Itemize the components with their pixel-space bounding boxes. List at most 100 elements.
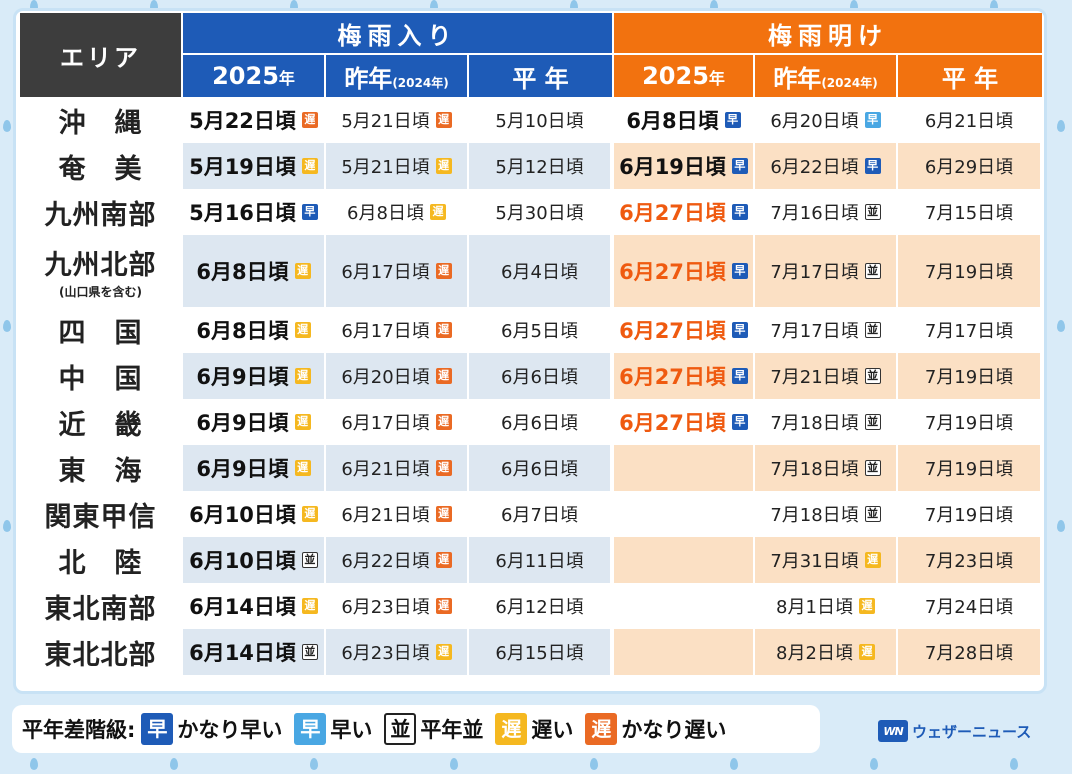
table-row: 東北南部 6月14日頃遅 6月23日頃遅 6月12日頃 8月1日頃遅 7月24日頃 — [20, 583, 1043, 629]
tsuyu-ake-normal-date: 7月17日頃 — [924, 321, 1014, 342]
area-label: 奄 美 — [58, 153, 143, 185]
legend-badge-icon: 並 — [384, 713, 417, 745]
tsuyu-iri-last-year-cell: 6月17日頃遅 — [326, 307, 469, 353]
tsuyu-ake-normal-cell: 7月28日頃 — [898, 629, 1043, 675]
tsuyu-iri-2025-cell: 6月9日頃遅 — [183, 353, 326, 399]
tsuyu-iri-normal-date: 6月6日頃 — [501, 367, 578, 388]
tsuyu-iri-last-year-cell: 6月8日頃遅 — [326, 189, 469, 235]
deviation-badge-icon: 遅 — [435, 598, 452, 614]
area-name: 東北南部 — [20, 583, 183, 629]
tsuyu-ake-last-year-date: 6月20日頃 — [770, 111, 859, 132]
tsuyu-ake-normal-date: 7月19日頃 — [924, 367, 1014, 388]
table-row: 東 海 6月9日頃遅 6月21日頃遅 6月6日頃 7月18日頃並 7月19日頃 — [20, 445, 1043, 491]
tsuyu-iri-normal-cell: 6月11日頃 — [469, 537, 612, 583]
tsuyu-ake-normal-cell: 7月19日頃 — [898, 353, 1043, 399]
area-label: 関東甲信 — [44, 501, 157, 533]
deviation-badge-icon: 遅 — [435, 414, 452, 430]
tsuyu-iri-last-year-date: 6月17日頃 — [341, 321, 430, 342]
tsuyu-iri-normal-date: 6月11日頃 — [495, 551, 584, 572]
area-label: 東北北部 — [44, 639, 157, 671]
tsuyu-iri-last-year-date: 6月17日頃 — [341, 413, 430, 434]
tsuyu-ake-2025-cell — [612, 537, 755, 583]
tsuyu-iri-normal-cell: 6月4日頃 — [469, 235, 612, 307]
tsuyu-iri-last-year-cell: 5月21日頃遅 — [326, 143, 469, 189]
tsuyu-ake-last-year-date: 6月22日頃 — [770, 157, 859, 178]
tsuyu-ake-normal-date: 7月19日頃 — [924, 459, 1014, 480]
tsuyu-ake-2025-cell: 6月27日頃早 — [612, 353, 755, 399]
deviation-badge-icon: 早 — [724, 112, 741, 128]
tsuyu-ake-normal-date: 7月23日頃 — [924, 551, 1014, 572]
deviation-badge-icon: 遅 — [435, 368, 452, 384]
legend-label: 平年並 — [420, 718, 484, 742]
deviation-badge-icon: 早 — [864, 112, 881, 128]
legend-item: 並平年並 — [384, 713, 483, 745]
tsuyu-iri-last-year-date: 6月23日頃 — [341, 643, 430, 664]
area-name: 関東甲信 — [20, 491, 183, 537]
header-in-2025: 2025年 — [183, 55, 326, 97]
deviation-badge-icon: 遅 — [435, 460, 452, 476]
tsuyu-iri-2025-date: 6月9日頃 — [196, 411, 289, 435]
tsuyu-ake-2025-cell — [612, 445, 755, 491]
tsuyu-ake-2025-date: 6月27日頃 — [619, 319, 726, 343]
table-row: 四 国 6月8日頃遅 6月17日頃遅 6月5日頃 6月27日頃早 7月17日頃並 7月17日… — [20, 307, 1043, 353]
legend-title: 平年差階級: — [22, 718, 136, 742]
tsuyu-iri-last-year-cell: 6月23日頃遅 — [326, 583, 469, 629]
tsuyu-iri-2025-date: 5月22日頃 — [189, 109, 296, 133]
header-out-normal: 平 年 — [898, 55, 1043, 97]
legend-label: 遅い — [531, 718, 574, 742]
area-label: 東 海 — [58, 455, 143, 487]
tsuyu-table: エリア 梅雨入り 梅雨明け 2025年 昨年(2024年) 平 年 2025年 … — [20, 13, 1043, 675]
tsuyu-ake-last-year-date: 7月31日頃 — [770, 551, 859, 572]
tsuyu-ake-2025-date: 6月27日頃 — [619, 411, 726, 435]
tsuyu-iri-last-year-date: 5月21日頃 — [341, 157, 430, 178]
header-out-last: 昨年(2024年) — [755, 55, 898, 97]
deviation-badge-icon: 並 — [864, 414, 881, 430]
area-name: 近 畿 — [20, 399, 183, 445]
tsuyu-ake-last-year-date: 7月17日頃 — [770, 321, 859, 342]
legend-label: 早い — [330, 718, 373, 742]
deviation-badge-icon: 並 — [864, 368, 881, 384]
deviation-badge-icon: 遅 — [435, 158, 452, 174]
tsuyu-ake-normal-date: 7月28日頃 — [924, 643, 1014, 664]
tsuyu-iri-last-year-date: 6月21日頃 — [341, 505, 430, 526]
deviation-badge-icon: 遅 — [435, 644, 452, 660]
tsuyu-ake-2025-cell — [612, 491, 755, 537]
tsuyu-iri-normal-cell: 6月7日頃 — [469, 491, 612, 537]
legend-badge-icon: 早 — [294, 713, 327, 745]
deviation-badge-icon: 遅 — [435, 506, 452, 522]
area-name: 東北北部 — [20, 629, 183, 675]
table-row: 北 陸 6月10日頃並 6月22日頃遅 6月11日頃 7月31日頃遅 7月23日頃 — [20, 537, 1043, 583]
area-name: 四 国 — [20, 307, 183, 353]
area-label: 九州南部 — [44, 199, 157, 231]
legend-badge-icon: 遅 — [495, 713, 528, 745]
deviation-badge-icon: 遅 — [858, 598, 875, 614]
deviation-badge-icon: 遅 — [301, 158, 318, 174]
deviation-badge-icon: 早 — [731, 368, 748, 384]
tsuyu-ake-last-year-cell: 6月22日頃早 — [755, 143, 898, 189]
deviation-badge-icon: 遅 — [301, 112, 318, 128]
tsuyu-ake-2025-date: 6月27日頃 — [619, 201, 726, 225]
header-in-normal: 平 年 — [469, 55, 612, 97]
area-label: 近 畿 — [58, 409, 143, 441]
tsuyu-ake-normal-cell: 7月19日頃 — [898, 235, 1043, 307]
table-row: 九州南部 5月16日頃早 6月8日頃遅 5月30日頃 6月27日頃早 7月16日頃並 7月1… — [20, 189, 1043, 235]
tsuyu-ake-normal-cell: 6月21日頃 — [898, 97, 1043, 143]
tsuyu-ake-last-year-cell: 7月16日頃並 — [755, 189, 898, 235]
tsuyu-ake-last-year-date: 7月18日頃 — [770, 413, 859, 434]
tsuyu-iri-2025-date: 6月9日頃 — [196, 365, 289, 389]
tsuyu-iri-normal-cell: 6月15日頃 — [469, 629, 612, 675]
tsuyu-iri-last-year-cell: 6月21日頃遅 — [326, 445, 469, 491]
tsuyu-ake-normal-cell: 7月19日頃 — [898, 399, 1043, 445]
tsuyu-ake-last-year-date: 7月18日頃 — [770, 505, 859, 526]
tsuyu-iri-2025-date: 5月16日頃 — [189, 201, 296, 225]
tsuyu-iri-2025-date: 6月9日頃 — [196, 457, 289, 481]
tsuyu-ake-last-year-cell: 7月18日頃並 — [755, 399, 898, 445]
tsuyu-iri-last-year-cell: 6月22日頃遅 — [326, 537, 469, 583]
legend: 平年差階級: 早かなり早い早早い並平年並遅遅い遅かなり遅い — [12, 705, 820, 753]
area-name: 九州北部 (山口県を含む) — [20, 235, 183, 307]
deviation-badge-icon: 遅 — [294, 263, 311, 279]
tsuyu-ake-2025-cell: 6月27日頃早 — [612, 235, 755, 307]
tsuyu-ake-normal-date: 7月19日頃 — [924, 262, 1014, 283]
area-name: 沖 縄 — [20, 97, 183, 143]
tsuyu-iri-2025-cell: 6月9日頃遅 — [183, 399, 326, 445]
